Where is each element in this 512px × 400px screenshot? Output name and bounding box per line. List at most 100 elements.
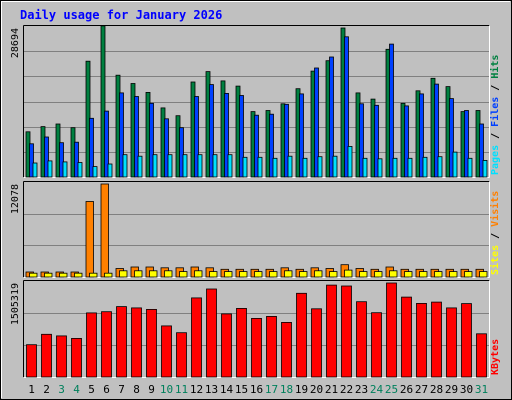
- bar-pages-day-30: [467, 157, 473, 178]
- bar-pages-day-24: [377, 158, 383, 178]
- bar-pages-day-20: [317, 156, 323, 178]
- bar-pages-day-12: [197, 154, 203, 178]
- bar-kbytes-day-9: [146, 308, 157, 378]
- bar-files-day-13: [209, 84, 214, 178]
- bar-pages-day-16: [257, 156, 263, 178]
- x-tick-label: 8: [133, 383, 140, 396]
- bar-pages-day-23: [362, 157, 368, 178]
- bar-sites-day-30: [464, 271, 473, 278]
- bar-kbytes-day-29: [446, 307, 457, 378]
- bar-kbytes-day-31: [476, 333, 487, 378]
- bar-sites-day-13: [209, 271, 218, 278]
- chart-title: Daily usage for January 2026: [20, 8, 222, 22]
- x-tick-label: 17: [265, 383, 278, 396]
- legend-entry: Hits: [489, 55, 501, 79]
- bar-sites-day-9: [149, 270, 158, 278]
- bar-kbytes-day-22: [341, 285, 352, 378]
- x-tick-label: 19: [295, 383, 308, 396]
- bar-files-day-3: [59, 142, 64, 178]
- bar-kbytes-day-4: [71, 337, 82, 378]
- bar-files-day-24: [374, 104, 379, 178]
- bar-kbytes-day-19: [296, 292, 307, 378]
- bar-sites-day-27: [419, 271, 428, 278]
- bar-pages-day-21: [332, 155, 338, 178]
- x-tick-label: 10: [160, 383, 173, 396]
- bar-pages-day-31: [482, 159, 488, 178]
- bar-sites-day-5: [89, 272, 98, 278]
- bar-sites-day-25: [389, 270, 398, 278]
- bar-pages-day-6: [107, 163, 113, 178]
- bar-sites-day-17: [269, 271, 278, 278]
- bar-kbytes-day-24: [371, 312, 382, 378]
- x-tick-label: 21: [325, 383, 338, 396]
- bar-kbytes-day-15: [236, 307, 247, 378]
- bar-files-day-19: [299, 93, 304, 178]
- bar-kbytes-day-21: [326, 284, 337, 378]
- bar-sites-day-21: [329, 271, 338, 278]
- bar-files-day-1: [29, 143, 34, 178]
- bar-files-day-20: [314, 67, 319, 178]
- bar-files-day-25: [389, 43, 394, 178]
- bar-sites-day-31: [479, 271, 488, 278]
- x-tick-label: 20: [310, 383, 323, 396]
- bar-sites-day-8: [134, 270, 143, 278]
- x-tick-label: 28: [430, 383, 443, 396]
- bar-kbytes-day-12: [191, 297, 202, 378]
- bar-sites-day-23: [359, 271, 368, 278]
- bar-pages-day-2: [47, 160, 53, 178]
- bar-pages-day-4: [77, 162, 83, 178]
- bar-pages-day-22: [347, 145, 353, 178]
- bar-kbytes-day-1: [26, 344, 37, 378]
- x-tick-label: 24: [370, 383, 384, 396]
- bar-files-day-28: [434, 83, 439, 178]
- bar-pages-day-25: [392, 157, 398, 178]
- panel-legend: KBytes: [490, 339, 501, 375]
- bar-kbytes-day-18: [281, 321, 292, 378]
- bar-files-day-30: [464, 110, 469, 178]
- bar-kbytes-day-6: [101, 311, 112, 378]
- x-tick-label: 15: [235, 383, 248, 396]
- bar-pages-day-1: [32, 162, 38, 178]
- bar-pages-day-29: [452, 151, 458, 178]
- bar-files-day-26: [404, 105, 409, 178]
- legend-entry: Sites: [489, 245, 501, 275]
- bar-pages-day-18: [287, 155, 293, 178]
- bar-hits-day-6: [100, 25, 106, 178]
- bar-pages-day-5: [92, 166, 98, 178]
- bar-files-day-18: [284, 103, 289, 178]
- panel-legend: Sites / Visits: [489, 191, 501, 275]
- x-tick-label: 30: [460, 383, 473, 396]
- bar-kbytes-day-20: [311, 308, 322, 378]
- bar-files-day-15: [239, 95, 244, 178]
- bar-visits-day-5: [85, 201, 94, 278]
- bar-files-day-5: [89, 117, 94, 178]
- bar-files-day-9: [149, 102, 154, 178]
- x-tick-label: 16: [250, 383, 263, 396]
- bar-kbytes-day-3: [56, 335, 67, 378]
- x-tick-label: 4: [73, 383, 80, 396]
- bar-kbytes-day-14: [221, 313, 232, 378]
- bar-sites-day-10: [164, 270, 173, 278]
- x-tick-label: 2: [43, 383, 50, 396]
- bar-sites-day-19: [299, 271, 308, 278]
- bar-files-day-27: [419, 93, 424, 178]
- bar-pages-day-8: [137, 155, 143, 178]
- bar-kbytes-day-2: [41, 333, 52, 378]
- bar-sites-day-18: [284, 270, 293, 278]
- x-tick-label: 7: [118, 383, 125, 396]
- bar-files-day-22: [344, 36, 349, 178]
- bar-files-day-16: [254, 114, 259, 178]
- x-tick-label: 6: [103, 383, 110, 396]
- x-tick-label: 23: [355, 383, 368, 396]
- bar-files-day-29: [449, 98, 454, 178]
- bar-pages-day-27: [422, 156, 428, 178]
- x-tick-label: 27: [415, 383, 428, 396]
- panel-max-label: 12078: [10, 184, 21, 214]
- bar-files-day-10: [164, 118, 169, 178]
- bar-pages-day-7: [122, 154, 128, 178]
- bar-sites-day-6: [104, 272, 113, 278]
- bar-files-day-23: [359, 103, 364, 178]
- bar-sites-day-4: [74, 272, 83, 278]
